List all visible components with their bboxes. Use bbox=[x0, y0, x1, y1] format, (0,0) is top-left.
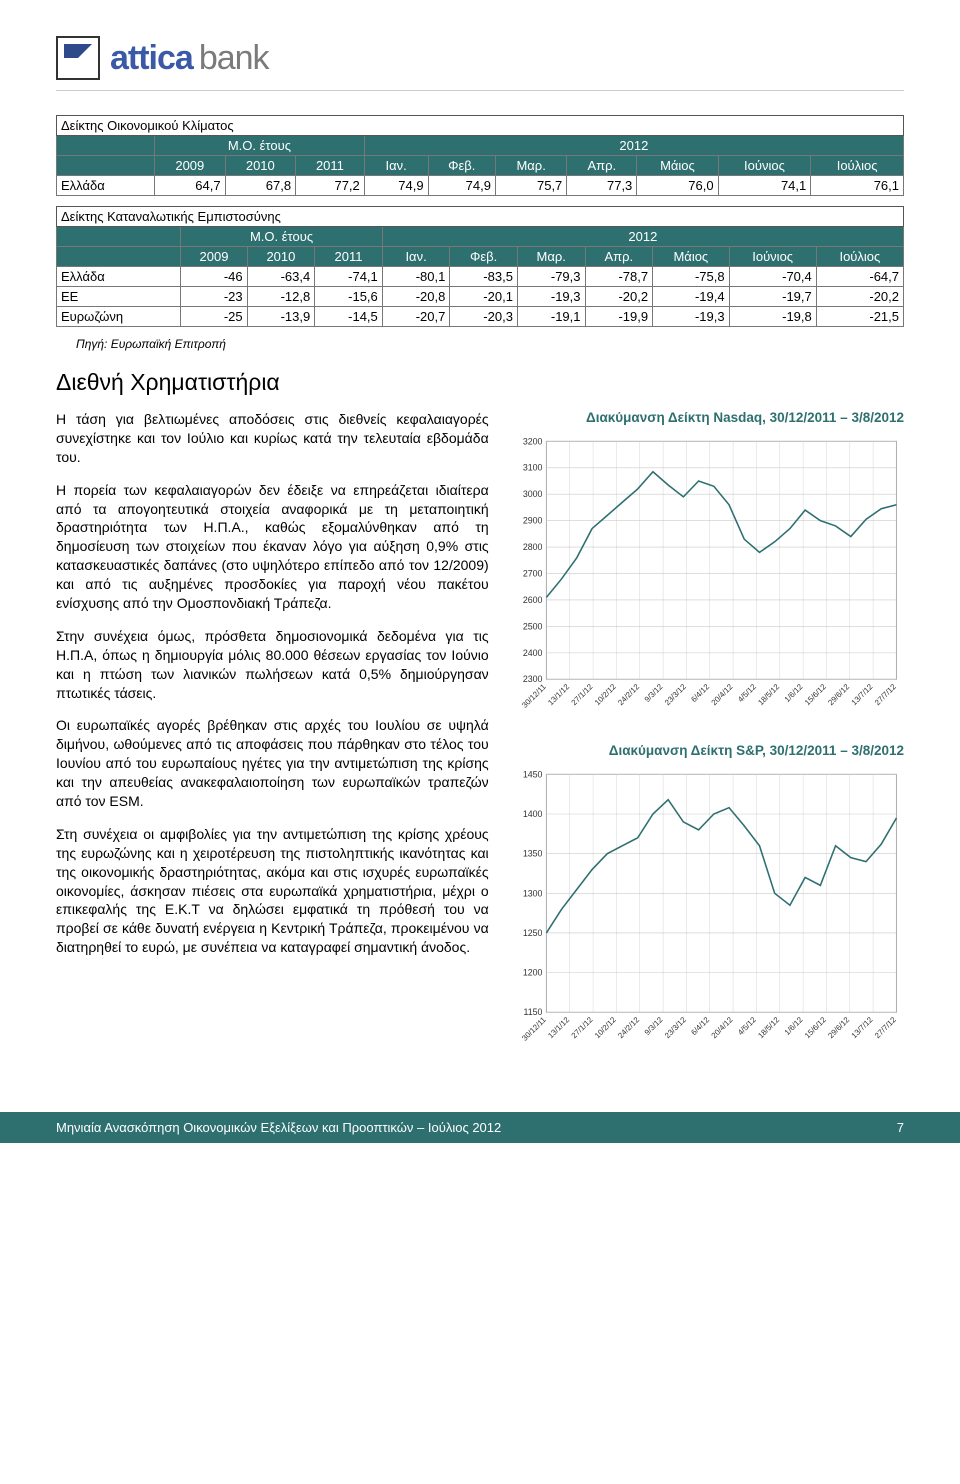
paragraph: Η πορεία των κεφαλαιαγορών δεν έδειξε να… bbox=[56, 481, 489, 613]
svg-text:20/4/12: 20/4/12 bbox=[709, 682, 734, 707]
table2-title: Δείκτης Καταναλωτικής Εμπιστοσύνης bbox=[57, 207, 904, 227]
table1-title: Δείκτης Οικονομικού Κλίματος bbox=[57, 116, 904, 136]
footer-left: Μηνιαία Ανασκόπηση Οικονομικών Εξελίξεων… bbox=[56, 1120, 501, 1135]
body-text-column: Η τάση για βελτιωμένες αποδόσεις στις δι… bbox=[56, 410, 489, 1062]
svg-text:13/7/12: 13/7/12 bbox=[849, 682, 874, 707]
logo-icon bbox=[56, 36, 100, 80]
chart-sp: 115012001250130013501400145030/12/1113/1… bbox=[511, 762, 904, 1062]
svg-text:1200: 1200 bbox=[522, 968, 542, 978]
svg-text:15/6/12: 15/6/12 bbox=[803, 682, 828, 707]
svg-text:2700: 2700 bbox=[522, 568, 542, 578]
svg-text:1250: 1250 bbox=[522, 928, 542, 938]
table1-year-group: 2012 bbox=[364, 136, 903, 156]
svg-text:10/2/12: 10/2/12 bbox=[593, 1015, 618, 1040]
svg-text:3200: 3200 bbox=[522, 436, 542, 446]
svg-text:1350: 1350 bbox=[522, 849, 542, 859]
svg-text:9/3/12: 9/3/12 bbox=[642, 1015, 664, 1037]
svg-text:1/6/12: 1/6/12 bbox=[782, 1015, 804, 1037]
brand-text: atticabank bbox=[110, 39, 269, 78]
table1-col-header: 2009 2010 2011 Ιαν. Φεβ. Μαρ. Απρ. Μάιος… bbox=[57, 156, 904, 176]
table2-row-eurozone: Ευρωζώνη -25-13,9-14,5-20,7-20,3-19,1-19… bbox=[57, 307, 904, 327]
section-heading: Διεθνή Χρηματιστήρια bbox=[56, 369, 904, 396]
brand-header: atticabank bbox=[56, 36, 904, 91]
svg-text:27/1/12: 27/1/12 bbox=[569, 682, 594, 707]
svg-text:2400: 2400 bbox=[522, 648, 542, 658]
svg-text:20/4/12: 20/4/12 bbox=[709, 1015, 734, 1040]
brand-attica: attica bbox=[110, 39, 193, 77]
chart-sp-title: Διακύμανση Δείκτη S&P, 30/12/2011 – 3/8/… bbox=[511, 743, 904, 758]
svg-text:2500: 2500 bbox=[522, 621, 542, 631]
svg-text:1450: 1450 bbox=[522, 769, 542, 779]
svg-text:2900: 2900 bbox=[522, 516, 542, 526]
svg-text:1400: 1400 bbox=[522, 809, 542, 819]
svg-text:30/12/11: 30/12/11 bbox=[520, 682, 548, 710]
svg-text:1300: 1300 bbox=[522, 888, 542, 898]
charts-column: Διακύμανση Δείκτη Nasdaq, 30/12/2011 – 3… bbox=[511, 410, 904, 1062]
chart-nasdaq-title: Διακύμανση Δείκτη Nasdaq, 30/12/2011 – 3… bbox=[511, 410, 904, 425]
table1-row-greece: Ελλάδα 64,7 67,8 77,2 74,9 74,9 75,7 77,… bbox=[57, 176, 904, 196]
table-consumer-confidence: Δείκτης Καταναλωτικής Εμπιστοσύνης Μ.Ο. … bbox=[56, 206, 904, 327]
paragraph: Στην συνέχεια όμως, πρόσθετα δημοσιονομι… bbox=[56, 627, 489, 703]
svg-text:13/1/12: 13/1/12 bbox=[546, 682, 571, 707]
svg-text:9/3/12: 9/3/12 bbox=[642, 682, 664, 704]
svg-text:18/5/12: 18/5/12 bbox=[756, 1015, 781, 1040]
source-note: Πηγή: Ευρωπαϊκή Επιτροπή bbox=[76, 337, 904, 351]
svg-text:27/1/12: 27/1/12 bbox=[569, 1015, 594, 1040]
svg-text:23/3/12: 23/3/12 bbox=[663, 1015, 688, 1040]
svg-text:30/12/11: 30/12/11 bbox=[520, 1015, 548, 1043]
svg-text:1/6/12: 1/6/12 bbox=[782, 682, 804, 704]
svg-text:4/5/12: 4/5/12 bbox=[736, 1015, 758, 1037]
brand-bank: bank bbox=[199, 39, 269, 77]
svg-text:23/3/12: 23/3/12 bbox=[663, 682, 688, 707]
table-economic-climate: Δείκτης Οικονομικού Κλίματος Μ.Ο. έτους … bbox=[56, 115, 904, 196]
svg-text:4/5/12: 4/5/12 bbox=[736, 682, 758, 704]
svg-text:29/6/12: 29/6/12 bbox=[826, 1015, 851, 1040]
svg-text:2600: 2600 bbox=[522, 595, 542, 605]
svg-text:3000: 3000 bbox=[522, 489, 542, 499]
svg-text:6/4/12: 6/4/12 bbox=[689, 682, 711, 704]
table1-mo-label: Μ.Ο. έτους bbox=[155, 136, 365, 156]
svg-text:24/2/12: 24/2/12 bbox=[616, 682, 641, 707]
svg-text:13/7/12: 13/7/12 bbox=[849, 1015, 874, 1040]
svg-text:18/5/12: 18/5/12 bbox=[756, 682, 781, 707]
table2-row-eu: ΕΕ -23-12,8-15,6-20,8-20,1-19,3-20,2-19,… bbox=[57, 287, 904, 307]
paragraph: Η τάση για βελτιωμένες αποδόσεις στις δι… bbox=[56, 410, 489, 467]
paragraph: Στη συνέχεια οι αμφιβολίες για την αντιμ… bbox=[56, 825, 489, 957]
svg-text:2800: 2800 bbox=[522, 542, 542, 552]
chart-nasdaq-wrap: Διακύμανση Δείκτη Nasdaq, 30/12/2011 – 3… bbox=[511, 410, 904, 729]
svg-text:24/2/12: 24/2/12 bbox=[616, 1015, 641, 1040]
paragraph: Οι ευρωπαϊκές αγορές βρέθηκαν στις αρχές… bbox=[56, 716, 489, 810]
svg-text:10/2/12: 10/2/12 bbox=[593, 682, 618, 707]
table2-row-greece: Ελλάδα -46-63,4-74,1-80,1-83,5-79,3-78,7… bbox=[57, 267, 904, 287]
svg-text:29/6/12: 29/6/12 bbox=[826, 682, 851, 707]
svg-text:27/7/12: 27/7/12 bbox=[873, 682, 898, 707]
svg-text:15/6/12: 15/6/12 bbox=[803, 1015, 828, 1040]
footer-right: 7 bbox=[897, 1120, 904, 1135]
chart-nasdaq: 2300240025002600270028002900300031003200… bbox=[511, 429, 904, 729]
svg-text:13/1/12: 13/1/12 bbox=[546, 1015, 571, 1040]
svg-text:6/4/12: 6/4/12 bbox=[689, 1015, 711, 1037]
chart-sp-wrap: Διακύμανση Δείκτη S&P, 30/12/2011 – 3/8/… bbox=[511, 743, 904, 1062]
svg-text:3100: 3100 bbox=[522, 463, 542, 473]
page-footer: Μηνιαία Ανασκόπηση Οικονομικών Εξελίξεων… bbox=[0, 1112, 960, 1143]
svg-text:27/7/12: 27/7/12 bbox=[873, 1015, 898, 1040]
table2-col-header: 2009 2010 2011 Ιαν. Φεβ. Μαρ. Απρ. Μάιος… bbox=[57, 247, 904, 267]
